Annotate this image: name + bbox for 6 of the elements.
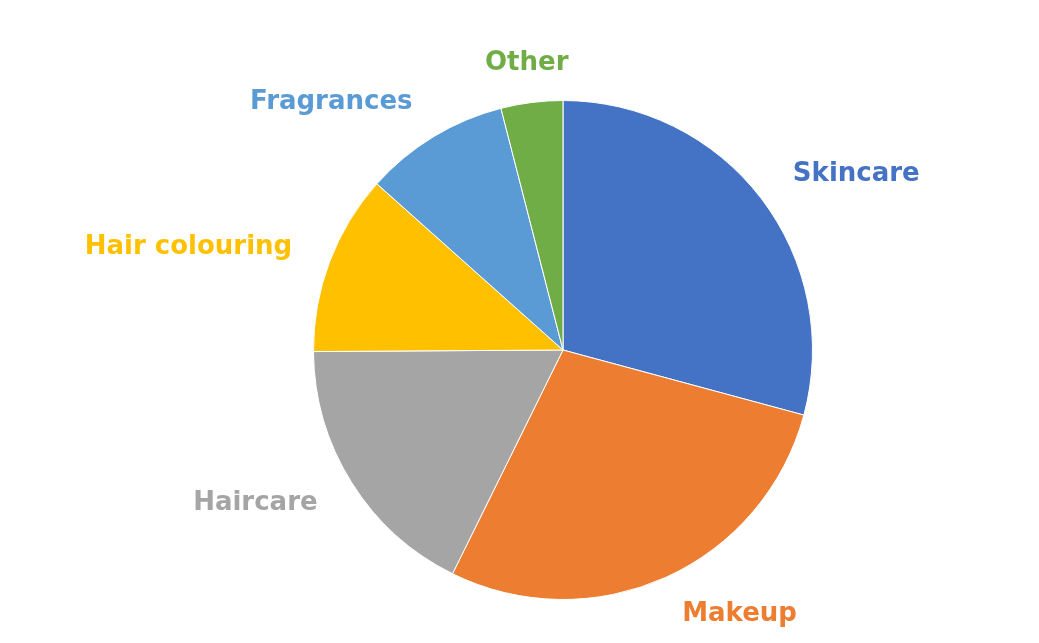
slice-label: Fragrances [250, 85, 413, 116]
slice-label: Makeup [682, 596, 797, 627]
slice-label: Hair colouring [84, 230, 293, 261]
slice-label: Other [484, 45, 569, 76]
slice-label: Haircare [193, 486, 318, 517]
slice-label: Skincare [792, 156, 920, 187]
